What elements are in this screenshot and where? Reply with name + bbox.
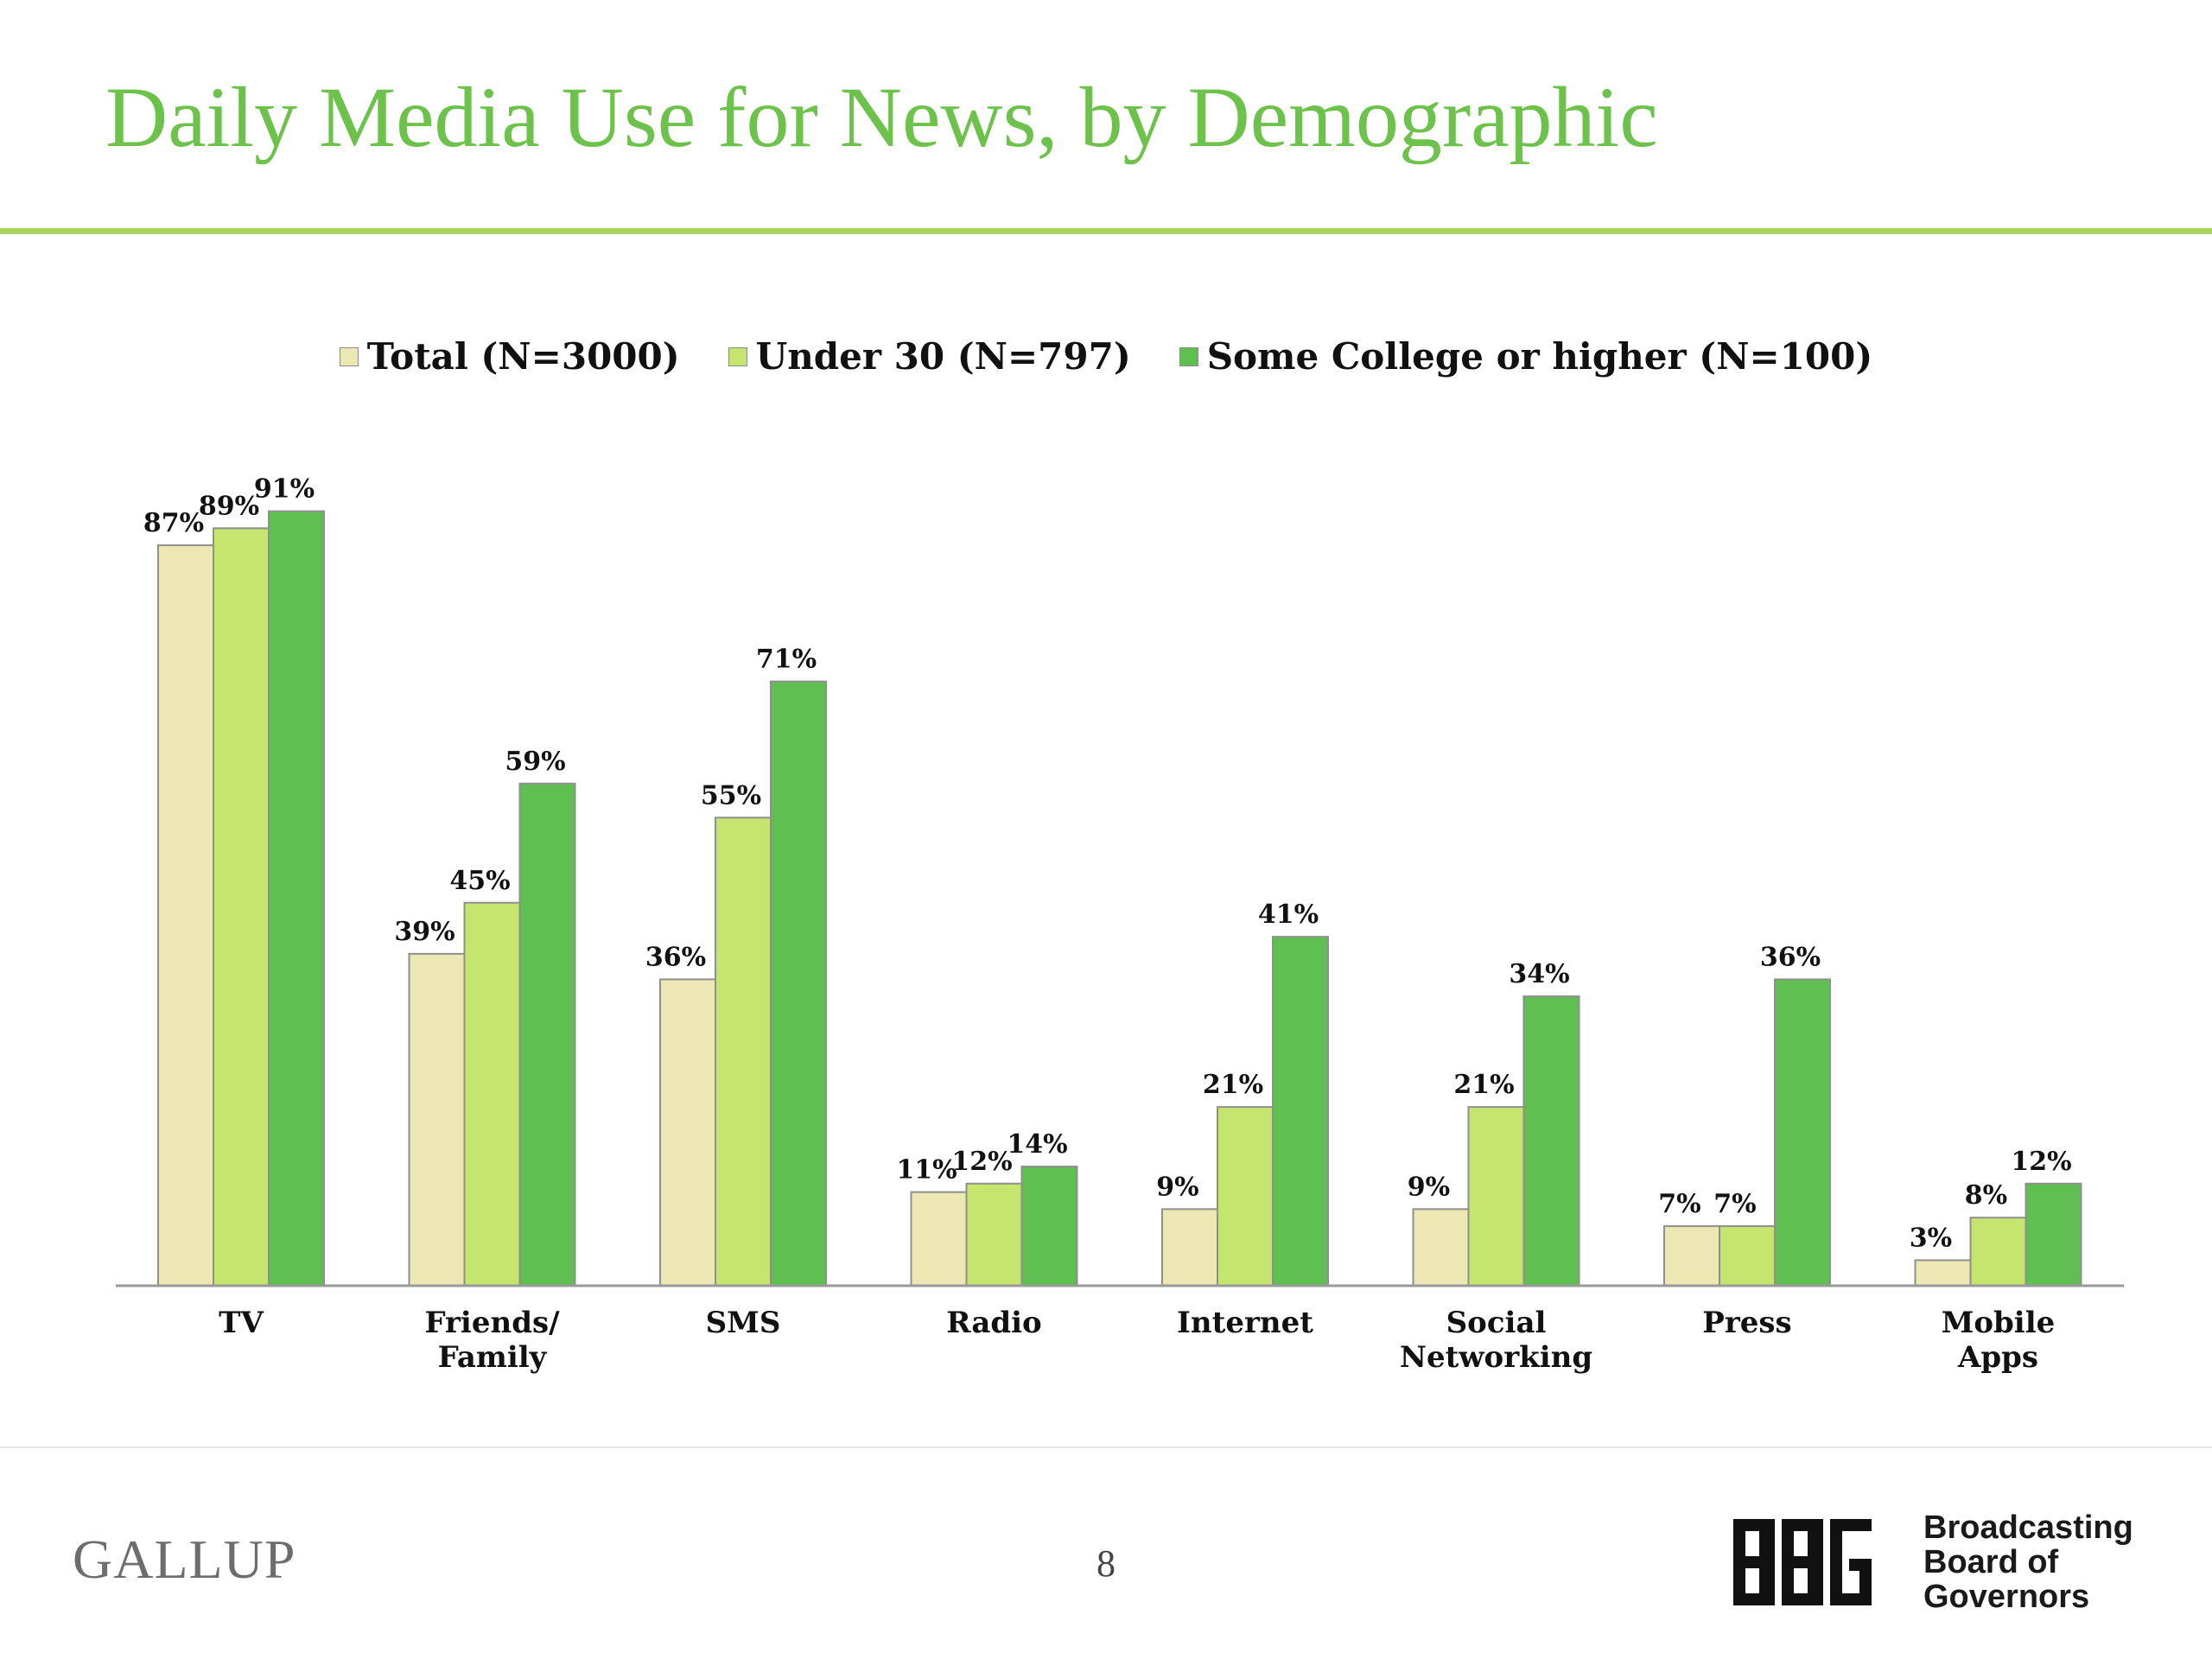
title-divider	[0, 228, 2212, 234]
data-label: 3%	[1910, 1223, 1952, 1253]
bar-under-30	[715, 817, 772, 1287]
legend-label-some-college: Some College or higher (N=100)	[1206, 335, 1873, 378]
bar-total	[1412, 1208, 1470, 1287]
bar-total	[157, 544, 214, 1287]
x-tick-label: Internet	[1177, 1306, 1313, 1340]
footer-divider	[0, 1446, 2212, 1448]
data-label: 21%	[1453, 1070, 1514, 1100]
bar-under-30	[965, 1182, 1023, 1287]
legend-item-some-college: Some College or higher (N=100)	[1179, 335, 1873, 378]
data-label: 7%	[1658, 1189, 1700, 1219]
data-label: 45%	[449, 866, 510, 896]
bar-total	[910, 1191, 968, 1287]
data-label: 12%	[2011, 1147, 2071, 1177]
slide-title: Daily Media Use for News, by Demographic	[105, 69, 1658, 165]
data-label: 21%	[1203, 1070, 1263, 1100]
bar-total	[659, 978, 716, 1287]
data-label: 55%	[701, 780, 761, 810]
bar-under-30	[1969, 1217, 2027, 1287]
legend-swatch-under-30	[728, 346, 747, 366]
bar-total	[1161, 1208, 1218, 1287]
chart-legend: Total (N=3000) Under 30 (N=797) Some Col…	[0, 335, 2212, 378]
x-tick-label: Mobile Apps	[1942, 1306, 2056, 1375]
bar-under-30	[1467, 1106, 1525, 1287]
bar-under-30	[1719, 1225, 1776, 1287]
data-label: 9%	[1156, 1172, 1198, 1202]
page-number: 8	[1096, 1542, 1116, 1585]
x-tick-label: Friends/Family	[424, 1306, 560, 1375]
data-label: 7%	[1713, 1189, 1756, 1219]
data-label: 71%	[756, 645, 817, 675]
bbg-logo-mark	[1733, 1519, 1872, 1605]
bar-some-college	[268, 510, 325, 1287]
data-label: 11%	[896, 1155, 957, 1185]
data-label: 41%	[1258, 899, 1319, 930]
data-label: 8%	[1965, 1180, 2007, 1211]
data-label: 36%	[1760, 942, 1821, 972]
bbg-logo-text: Broadcasting Board of Governors	[1923, 1510, 2133, 1615]
x-tick-label: Press	[1702, 1306, 1791, 1340]
bar-total	[1914, 1259, 1972, 1287]
bar-under-30	[463, 901, 521, 1287]
bar-under-30	[213, 527, 270, 1287]
bar-some-college	[1020, 1166, 1078, 1287]
bar-total	[1663, 1225, 1720, 1287]
bar-total	[408, 952, 466, 1287]
legend-label-under-30: Under 30 (N=797)	[755, 335, 1131, 378]
x-tick-label: SMS	[706, 1306, 781, 1340]
data-label: 87%	[143, 508, 204, 538]
data-label: 39%	[394, 917, 454, 947]
legend-swatch-some-college	[1179, 346, 1198, 366]
bar-some-college	[1774, 978, 1831, 1287]
gallup-logo: GALLUP	[73, 1529, 296, 1590]
bar-some-college	[770, 680, 827, 1287]
bar-some-college	[1522, 995, 1580, 1287]
data-label: 91%	[254, 474, 315, 505]
data-label: 36%	[645, 942, 706, 972]
data-label: 59%	[505, 747, 565, 777]
x-tick-label: Social Networking	[1400, 1306, 1592, 1375]
legend-item-under-30: Under 30 (N=797)	[728, 335, 1131, 378]
bar-chart: 87%89%91% TV 39% 45% 59% Friends/Family 36% 55%…	[116, 474, 2124, 1375]
x-tick-label: Radio	[946, 1306, 1041, 1340]
legend-label-total: Total (N=3000)	[366, 335, 680, 378]
bar-some-college	[2024, 1182, 2082, 1287]
data-label: 14%	[1007, 1129, 1067, 1160]
x-tick-label: TV	[219, 1306, 264, 1340]
bar-under-30	[1217, 1106, 1274, 1287]
bar-some-college	[1272, 936, 1329, 1287]
bar-some-college	[518, 782, 576, 1287]
legend-swatch-total	[339, 346, 359, 366]
data-label: 9%	[1408, 1172, 1450, 1202]
data-label: 89%	[199, 491, 259, 521]
data-label: 34%	[1509, 959, 1569, 989]
data-label: 12%	[951, 1147, 1012, 1177]
legend-item-total: Total (N=3000)	[339, 335, 680, 378]
